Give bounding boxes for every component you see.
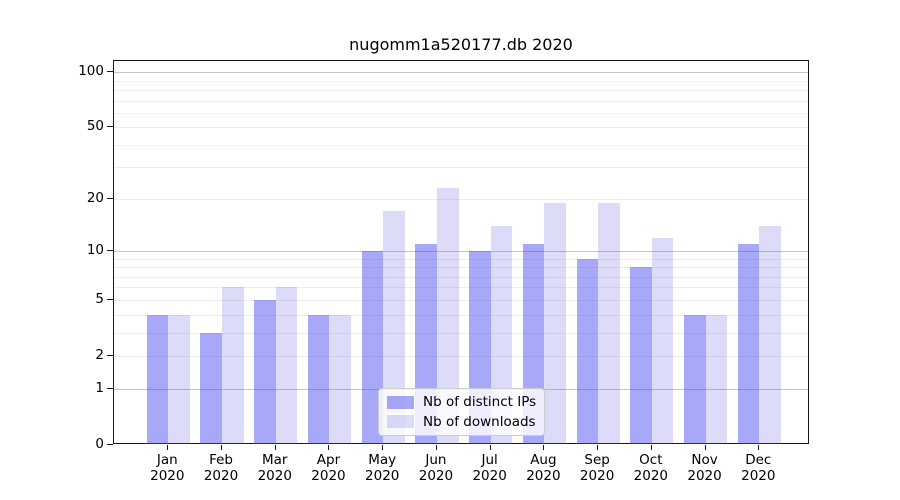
bar-distinct-ips-sep — [576, 258, 599, 444]
bar-downloads-apr — [329, 314, 352, 444]
minor-gridline — [114, 144, 808, 146]
x-tick-mark — [435, 444, 437, 450]
chart-title: nugomm1a520177.db 2020 — [349, 35, 573, 54]
x-tick-label: Dec 2020 — [741, 451, 776, 484]
x-tick-mark — [328, 444, 330, 450]
x-tick-mark — [758, 444, 760, 450]
y-tick-label: 2 — [95, 346, 104, 363]
minor-gridline — [114, 258, 808, 260]
minor-gridline — [114, 80, 808, 82]
minor-gridline — [114, 100, 808, 102]
major-gridline — [114, 251, 808, 252]
x-tick-label: Apr 2020 — [311, 451, 346, 484]
legend-swatch-distinct-ips — [387, 395, 414, 409]
x-tick-mark — [543, 444, 545, 450]
x-tick-mark — [489, 444, 491, 450]
bar-downloads-jun — [436, 188, 459, 444]
x-tick-mark — [597, 444, 599, 450]
plot-area — [113, 60, 809, 444]
minor-gridline — [114, 355, 808, 357]
minor-gridline — [114, 299, 808, 301]
y-tick-mark — [107, 71, 113, 73]
bar-distinct-ips-may — [361, 251, 384, 444]
legend: Nb of distinct IPs Nb of downloads — [378, 388, 545, 436]
x-tick-label: May 2020 — [365, 451, 400, 484]
bar-downloads-mar — [275, 287, 298, 444]
x-tick-label: Nov 2020 — [687, 451, 722, 484]
minor-gridline — [114, 332, 808, 334]
y-tick-mark — [107, 197, 113, 199]
minor-gridline — [114, 127, 808, 129]
bar-downloads-jan — [168, 314, 190, 444]
x-tick-label: Sep 2020 — [579, 451, 615, 484]
legend-label-distinct-ips: Nb of distinct IPs — [423, 394, 537, 411]
bar-downloads-feb — [222, 287, 244, 444]
minor-gridline — [114, 287, 808, 289]
x-tick-mark — [382, 444, 384, 450]
bar-distinct-ips-dec — [737, 243, 760, 444]
legend-label-downloads: Nb of downloads — [423, 413, 536, 430]
x-tick-mark — [221, 444, 223, 450]
bar-downloads-sep — [598, 202, 620, 444]
y-tick-mark — [107, 387, 113, 389]
bar-distinct-ips-oct — [630, 267, 652, 444]
bar-distinct-ips-mar — [254, 299, 276, 444]
y-tick-mark — [107, 443, 113, 445]
x-tick-label: Jul 2020 — [472, 451, 507, 484]
x-tick-mark — [704, 444, 706, 450]
bar-downloads-aug — [544, 202, 566, 444]
x-tick-mark — [167, 444, 169, 450]
y-tick-label: 10 — [86, 242, 104, 258]
bar-distinct-ips-nov — [683, 314, 706, 444]
x-tick-label: Feb 2020 — [203, 451, 239, 484]
bar-distinct-ips-feb — [200, 332, 223, 444]
bar-downloads-nov — [705, 314, 728, 444]
x-tick-mark — [274, 444, 276, 450]
minor-gridline — [114, 314, 808, 316]
bar-downloads-oct — [651, 237, 674, 444]
bar-distinct-ips-jan — [146, 314, 169, 444]
x-tick-label: Oct 2020 — [633, 451, 668, 484]
x-tick-label: Aug 2020 — [526, 451, 561, 484]
legend-item-downloads: Nb of downloads — [387, 414, 536, 430]
bar-downloads-may — [383, 211, 405, 444]
y-tick-label: 1 — [95, 379, 104, 396]
legend-item-distinct-ips: Nb of distinct IPs — [387, 394, 536, 410]
x-tick-mark — [650, 444, 652, 450]
y-tick-mark — [107, 250, 113, 251]
minor-gridline — [114, 167, 808, 169]
legend-swatch-downloads — [387, 415, 414, 429]
minor-gridline — [114, 89, 808, 91]
minor-gridline — [114, 276, 808, 278]
y-tick-label: 50 — [86, 118, 104, 135]
minor-gridline — [114, 112, 808, 114]
y-tick-label: 0 — [95, 435, 104, 452]
x-tick-label: Jun 2020 — [418, 451, 454, 484]
bar-downloads-dec — [759, 225, 781, 444]
minor-gridline — [114, 267, 808, 269]
x-tick-label: Jan 2020 — [150, 451, 185, 484]
y-tick-mark — [107, 354, 113, 356]
minor-gridline — [114, 198, 808, 200]
y-tick-mark — [107, 298, 113, 300]
y-tick-mark — [107, 126, 113, 128]
x-tick-label: Mar 2020 — [257, 451, 292, 484]
bar-distinct-ips-apr — [307, 314, 330, 444]
y-tick-label: 100 — [78, 63, 104, 80]
major-gridline — [114, 72, 808, 74]
y-tick-label: 20 — [86, 189, 104, 206]
y-tick-label: 5 — [95, 290, 104, 307]
